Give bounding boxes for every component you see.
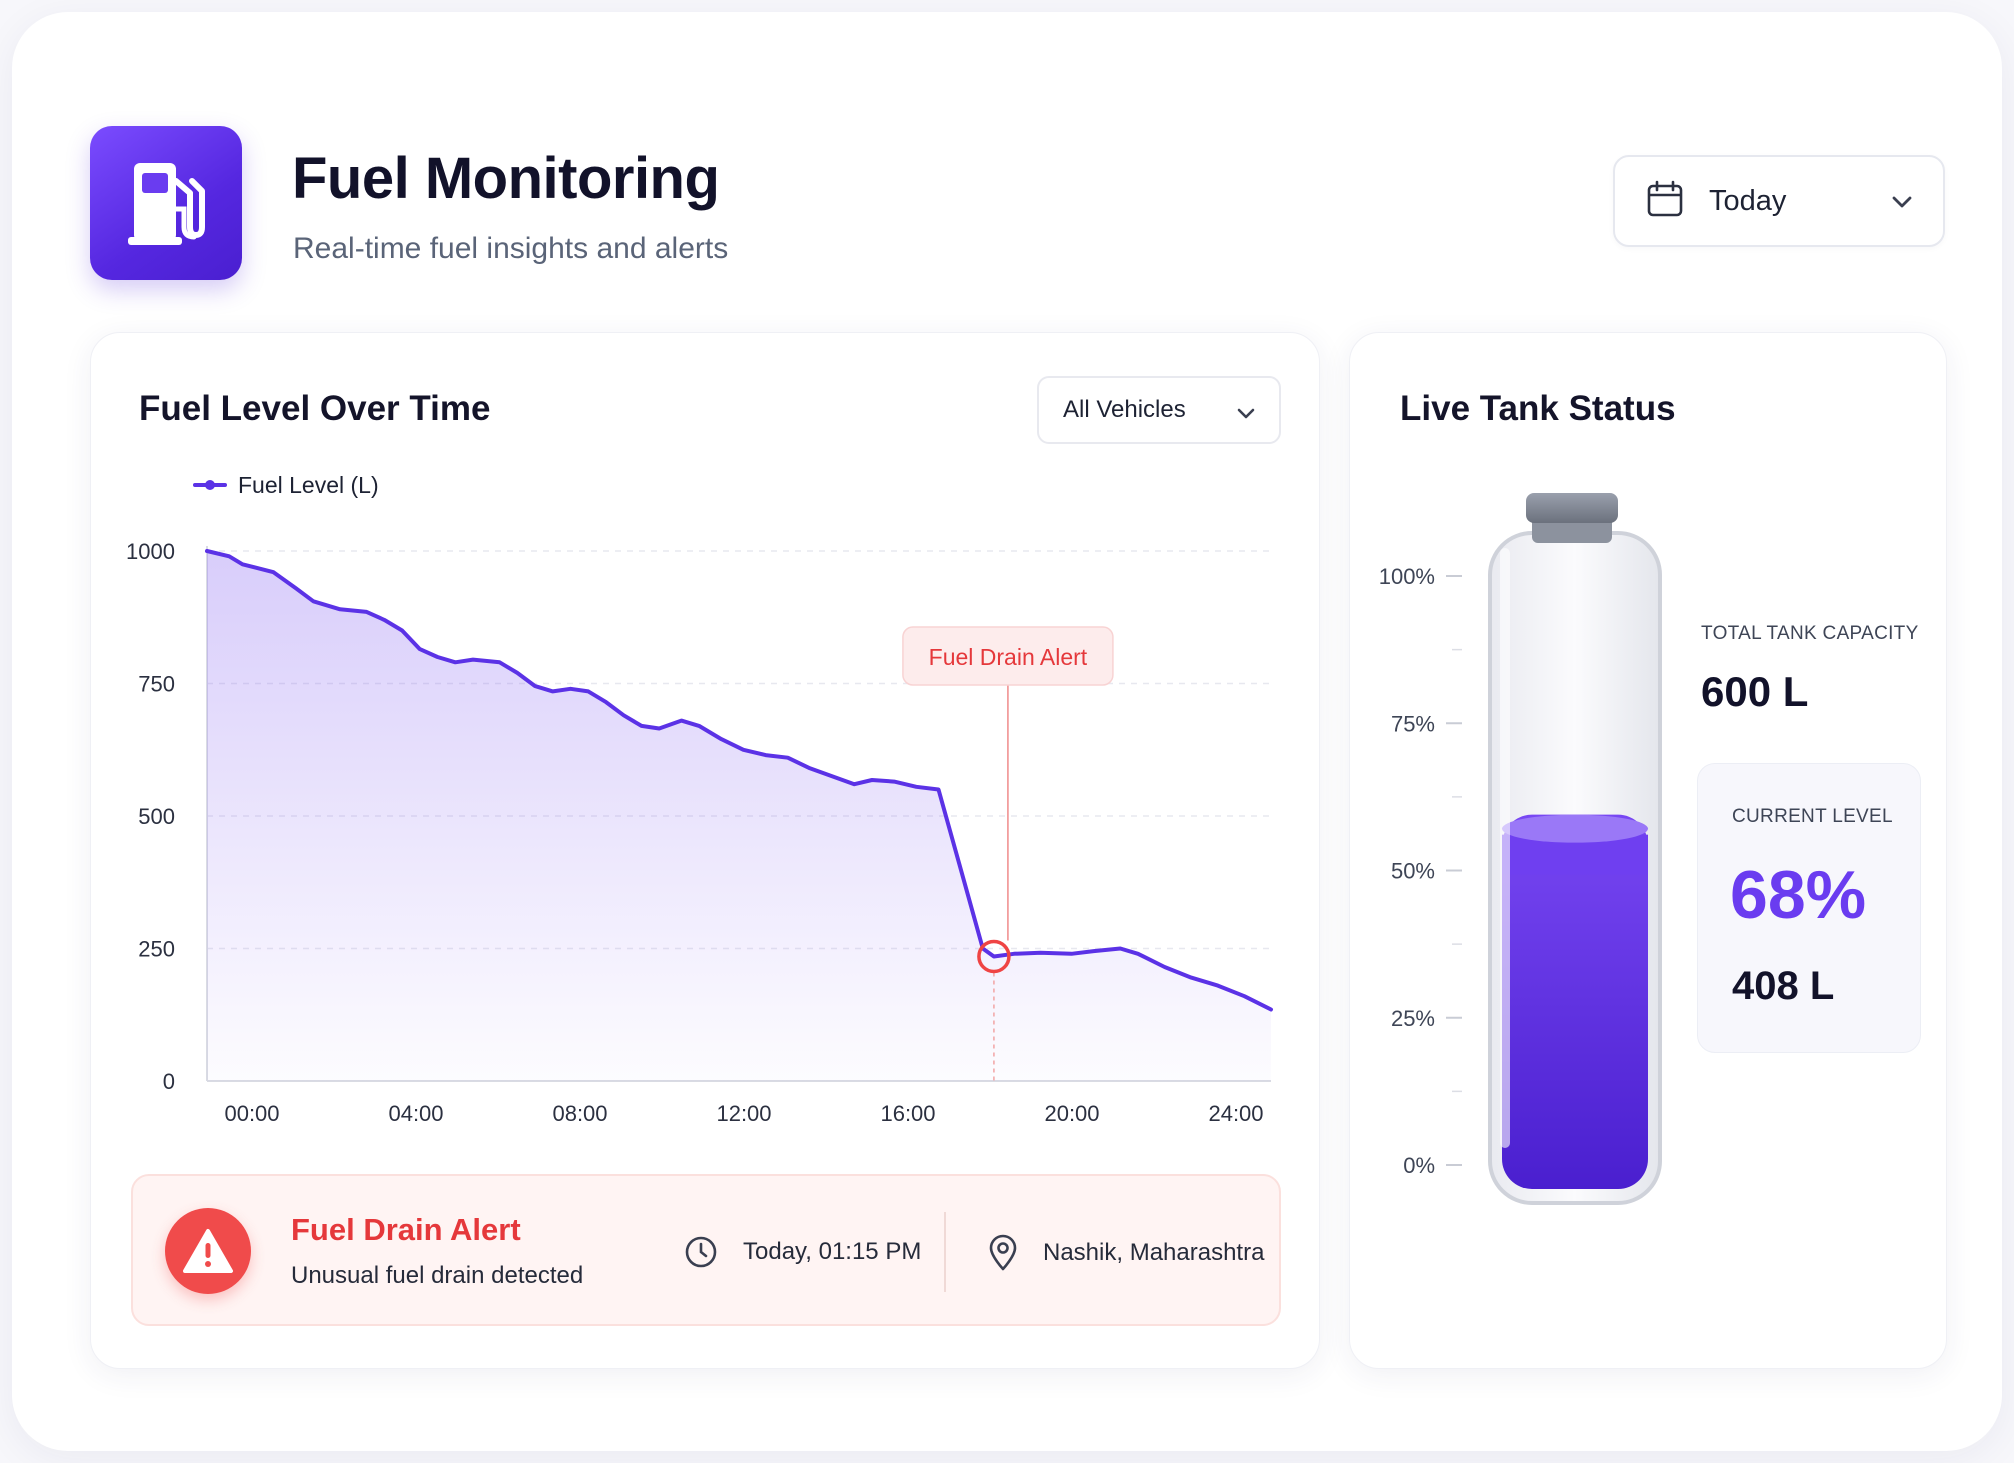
tank-liquid-surface xyxy=(1502,814,1648,843)
clock-icon xyxy=(685,1236,717,1268)
page-subtitle: Real-time fuel insights and alerts xyxy=(293,232,729,265)
x-tick-label: 12:00 xyxy=(716,1101,771,1126)
alert-location-text: Nashik, Maharashtra xyxy=(1043,1239,1265,1266)
fuel-level-line xyxy=(205,549,1273,1012)
tank-scale-label: 50% xyxy=(1391,859,1435,884)
date-filter-dropdown[interactable]: Today xyxy=(1613,155,1945,247)
fuel-pump-icon xyxy=(90,126,242,280)
tank-gauge: 100% 75% 50% 25% 0% xyxy=(1379,493,1662,1205)
current-level-label: CURRENT LEVEL xyxy=(1732,806,1893,827)
x-tick-label: 00:00 xyxy=(224,1101,279,1126)
tank-cap-neck xyxy=(1532,517,1612,543)
legend-label: Fuel Level (L) xyxy=(238,472,379,498)
calendar-icon xyxy=(1645,179,1685,224)
x-tick-label: 08:00 xyxy=(552,1101,607,1126)
tank-card-title: Live Tank Status xyxy=(1400,389,1676,428)
capacity-label: TOTAL TANK CAPACITY xyxy=(1701,623,1919,644)
fuel-drain-alert-banner[interactable]: Fuel Drain Alert Unusual fuel drain dete… xyxy=(131,1174,1281,1326)
alert-annotation-label: Fuel Drain Alert xyxy=(929,644,1088,670)
fuel-level-area xyxy=(207,551,1271,1081)
y-tick-label: 250 xyxy=(138,937,175,962)
y-tick-label: 500 xyxy=(138,804,175,829)
x-tick-label: 04:00 xyxy=(388,1101,443,1126)
tank-glass-highlight xyxy=(1500,548,1510,1148)
alert-annotation-box xyxy=(902,626,1114,686)
current-level-panel: CURRENT LEVEL 68% 408 L xyxy=(1697,763,1921,1053)
date-filter-value: Today xyxy=(1709,184,1787,217)
alert-divider xyxy=(944,1212,946,1292)
y-tick-label: 750 xyxy=(138,672,175,697)
page-title: Fuel Monitoring xyxy=(292,146,720,211)
vehicle-filter-dropdown[interactable]: All Vehicles xyxy=(1037,376,1281,444)
tank-status-card: Live Tank Status 100% 75% 50% 25% 0% xyxy=(1349,332,1947,1369)
alert-point-marker xyxy=(977,939,1011,974)
chart-card-title: Fuel Level Over Time xyxy=(139,389,491,428)
y-tick-label: 0 xyxy=(163,1069,175,1094)
tank-scale-label: 75% xyxy=(1391,711,1435,736)
dashboard-page: Fuel Monitoring Real-time fuel insights … xyxy=(12,12,2002,1451)
alert-time: Today, 01:15 PM xyxy=(683,1234,921,1270)
alert-description: Unusual fuel drain detected xyxy=(291,1262,584,1289)
y-tick-label: 1000 xyxy=(126,539,175,564)
chevron-down-icon xyxy=(1889,189,1915,220)
alert-time-text: Today, 01:15 PM xyxy=(743,1238,922,1265)
current-level-liters: 408 L xyxy=(1732,964,1835,1008)
x-tick-label: 24:00 xyxy=(1208,1101,1263,1126)
warning-icon xyxy=(165,1208,251,1294)
capacity-value: 600 L xyxy=(1701,668,1809,715)
chevron-down-icon xyxy=(1235,402,1257,431)
x-tick-label: 16:00 xyxy=(880,1101,935,1126)
vehicle-filter-value: All Vehicles xyxy=(1063,396,1186,423)
fuel-level-chart: Fuel Drain Alert 0 250 500 750 1000 00:00 04:0… xyxy=(126,472,1273,1126)
tank-liquid-fill xyxy=(1502,814,1648,1189)
current-level-percent: 68% xyxy=(1730,857,1867,933)
tank-scale-label: 25% xyxy=(1391,1006,1435,1031)
legend-marker xyxy=(205,480,215,490)
alert-location: Nashik, Maharashtra xyxy=(987,1234,1264,1272)
x-tick-label: 20:00 xyxy=(1044,1101,1099,1126)
alert-title: Fuel Drain Alert xyxy=(291,1212,521,1247)
location-pin-icon xyxy=(989,1234,1017,1271)
tank-cap xyxy=(1526,493,1618,523)
tank-scale-label: 0% xyxy=(1403,1153,1435,1178)
fuel-chart-card: Fuel Level Over Time All Vehicles Fuel D… xyxy=(90,332,1320,1369)
tank-scale-label: 100% xyxy=(1379,564,1435,589)
